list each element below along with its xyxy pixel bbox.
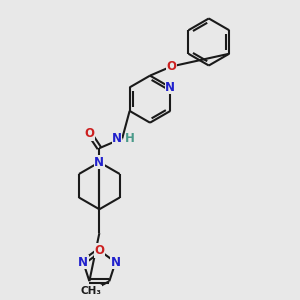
Text: H: H <box>125 132 135 145</box>
Text: N: N <box>78 256 88 269</box>
Text: O: O <box>94 244 104 257</box>
Text: N: N <box>94 156 104 169</box>
Text: N: N <box>112 132 122 145</box>
Text: O: O <box>85 127 94 140</box>
Text: O: O <box>166 60 176 73</box>
Text: CH₃: CH₃ <box>81 286 102 296</box>
Text: N: N <box>110 256 121 269</box>
Text: N: N <box>165 81 176 94</box>
